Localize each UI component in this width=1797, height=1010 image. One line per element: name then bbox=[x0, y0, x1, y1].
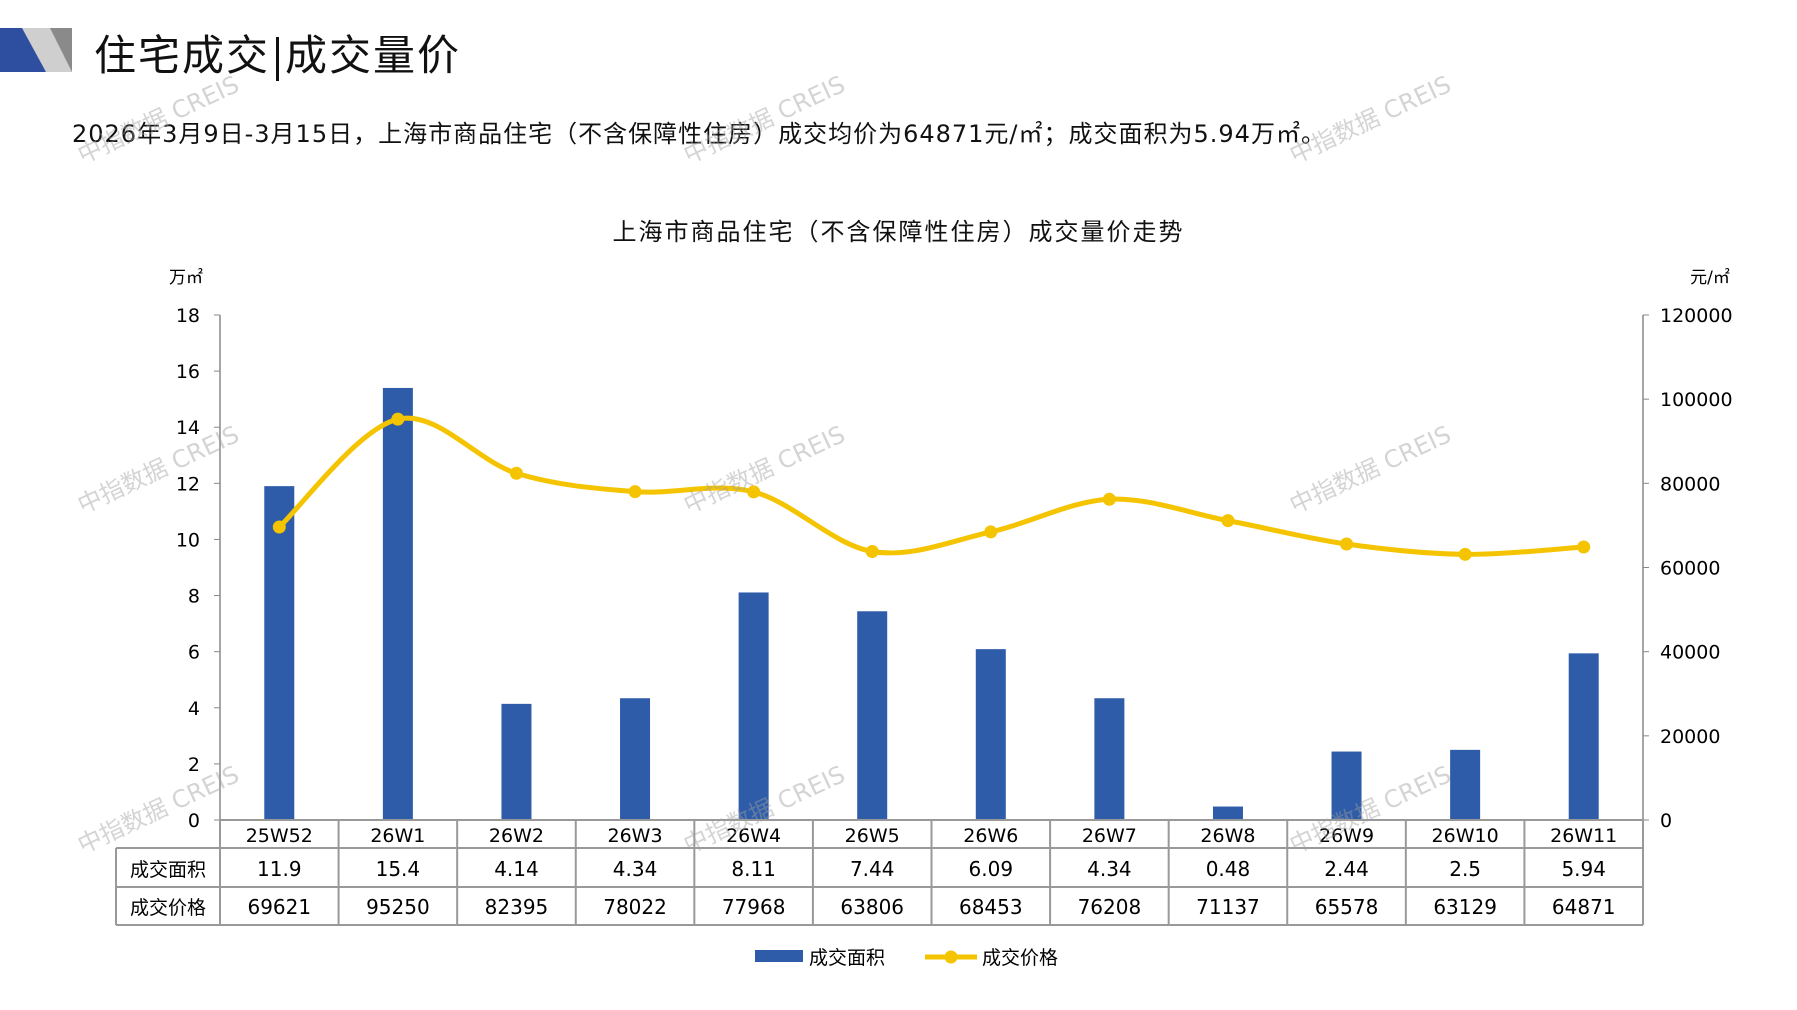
table-price-value: 69621 bbox=[247, 895, 311, 919]
table-category: 26W8 bbox=[1200, 825, 1255, 847]
table-price-value: 77968 bbox=[722, 895, 786, 919]
price-point-26W9 bbox=[1340, 537, 1354, 551]
table-price-value: 82395 bbox=[485, 895, 549, 919]
table-area-value: 2.5 bbox=[1449, 857, 1481, 881]
table-area-value: 11.9 bbox=[257, 857, 302, 881]
price-point-25W52 bbox=[272, 520, 286, 534]
price-point-26W11 bbox=[1577, 540, 1591, 554]
table-row-label-price: 成交价格 bbox=[130, 897, 206, 919]
table-area-value: 8.11 bbox=[731, 857, 776, 881]
price-point-26W7 bbox=[1102, 492, 1116, 506]
table-price-value: 76208 bbox=[1078, 895, 1142, 919]
table-price-value: 68453 bbox=[959, 895, 1023, 919]
table-category: 26W11 bbox=[1550, 825, 1617, 847]
title-left: 住宅成交 bbox=[94, 31, 271, 80]
bar-26W7 bbox=[1094, 698, 1125, 820]
right-tick-label: 60000 bbox=[1660, 558, 1720, 580]
price-point-26W8 bbox=[1221, 514, 1235, 528]
table-price-value: 95250 bbox=[366, 895, 430, 919]
bar-26W9 bbox=[1331, 751, 1362, 820]
right-tick-label: 120000 bbox=[1660, 305, 1733, 327]
chart-title: 上海市商品住宅（不含保障性住房）成交量价走势 bbox=[612, 218, 1185, 246]
table-category: 26W2 bbox=[489, 825, 544, 847]
left-tick-label: 14 bbox=[176, 417, 200, 439]
bar-26W2 bbox=[501, 703, 532, 820]
table-price-value: 63129 bbox=[1433, 895, 1497, 919]
table-category: 26W6 bbox=[963, 825, 1018, 847]
bar-26W4 bbox=[738, 592, 769, 820]
table-price-value: 65578 bbox=[1315, 895, 1379, 919]
bar-26W1 bbox=[382, 387, 413, 820]
left-tick-label: 12 bbox=[176, 473, 200, 495]
table-category: 26W4 bbox=[726, 825, 781, 847]
summary-text: 2026年3月9日-3月15日，上海市商品住宅（不含保障性住房）成交均价为648… bbox=[72, 120, 1326, 148]
page-title: 住宅成交 成交量价 bbox=[94, 22, 461, 83]
table-row-label-area: 成交面积 bbox=[130, 859, 206, 881]
table-area-value: 4.14 bbox=[494, 857, 539, 881]
table-category: 26W5 bbox=[845, 825, 900, 847]
table-price-value: 71137 bbox=[1196, 895, 1260, 919]
header-logo bbox=[0, 28, 72, 72]
left-tick-label: 18 bbox=[176, 305, 200, 327]
bar-26W10 bbox=[1450, 749, 1481, 820]
left-tick-label: 16 bbox=[176, 361, 200, 383]
table-area-value: 4.34 bbox=[613, 857, 658, 881]
right-tick-label: 20000 bbox=[1660, 726, 1720, 748]
price-point-26W2 bbox=[509, 466, 523, 480]
bar-25W52 bbox=[264, 486, 295, 820]
table-price-value: 63806 bbox=[840, 895, 904, 919]
legend-bar-swatch bbox=[755, 950, 803, 962]
table-area-value: 7.44 bbox=[850, 857, 895, 881]
title-divider bbox=[276, 37, 280, 81]
bar-26W6 bbox=[975, 649, 1006, 820]
left-tick-label: 2 bbox=[188, 754, 200, 776]
price-point-26W1 bbox=[391, 412, 405, 426]
right-tick-label: 80000 bbox=[1660, 473, 1720, 495]
bar-26W3 bbox=[620, 698, 651, 820]
legend-line-label: 成交价格 bbox=[982, 947, 1058, 969]
table-area-value: 6.09 bbox=[969, 857, 1014, 881]
right-axis-unit: 元/㎡ bbox=[1690, 268, 1730, 288]
table-area-value: 4.34 bbox=[1087, 857, 1132, 881]
table-category: 26W10 bbox=[1432, 825, 1499, 847]
price-point-26W5 bbox=[865, 544, 879, 558]
left-tick-label: 10 bbox=[176, 529, 200, 551]
left-tick-label: 4 bbox=[188, 698, 200, 720]
table-category: 26W7 bbox=[1082, 825, 1137, 847]
table-area-value: 2.44 bbox=[1324, 857, 1369, 881]
bar-26W11 bbox=[1568, 653, 1599, 820]
price-point-26W6 bbox=[984, 525, 998, 539]
bar-26W8 bbox=[1212, 806, 1243, 820]
price-point-26W3 bbox=[628, 485, 642, 499]
left-axis-unit: 万㎡ bbox=[169, 268, 203, 288]
table-area-value: 0.48 bbox=[1206, 857, 1251, 881]
left-tick-label: 6 bbox=[188, 642, 200, 664]
table-price-value: 78022 bbox=[603, 895, 667, 919]
table-category: 26W3 bbox=[608, 825, 663, 847]
right-tick-label: 40000 bbox=[1660, 642, 1720, 664]
table-area-value: 5.94 bbox=[1561, 857, 1606, 881]
price-line bbox=[277, 415, 1584, 557]
table-category: 26W1 bbox=[370, 825, 425, 847]
table-category: 26W9 bbox=[1319, 825, 1374, 847]
title-right: 成交量价 bbox=[285, 31, 462, 80]
left-tick-label: 8 bbox=[188, 586, 200, 608]
table-price-value: 64871 bbox=[1552, 895, 1616, 919]
price-point-26W10 bbox=[1458, 547, 1472, 561]
left-tick-label: 0 bbox=[188, 810, 200, 832]
right-tick-label: 100000 bbox=[1660, 389, 1733, 411]
right-tick-label: 0 bbox=[1660, 810, 1672, 832]
table-category: 25W52 bbox=[246, 825, 313, 847]
legend-line-marker bbox=[944, 950, 958, 964]
price-point-26W4 bbox=[747, 485, 761, 499]
table-area-value: 15.4 bbox=[376, 857, 421, 881]
legend-bar-label: 成交面积 bbox=[809, 947, 885, 969]
bar-26W5 bbox=[857, 611, 888, 820]
